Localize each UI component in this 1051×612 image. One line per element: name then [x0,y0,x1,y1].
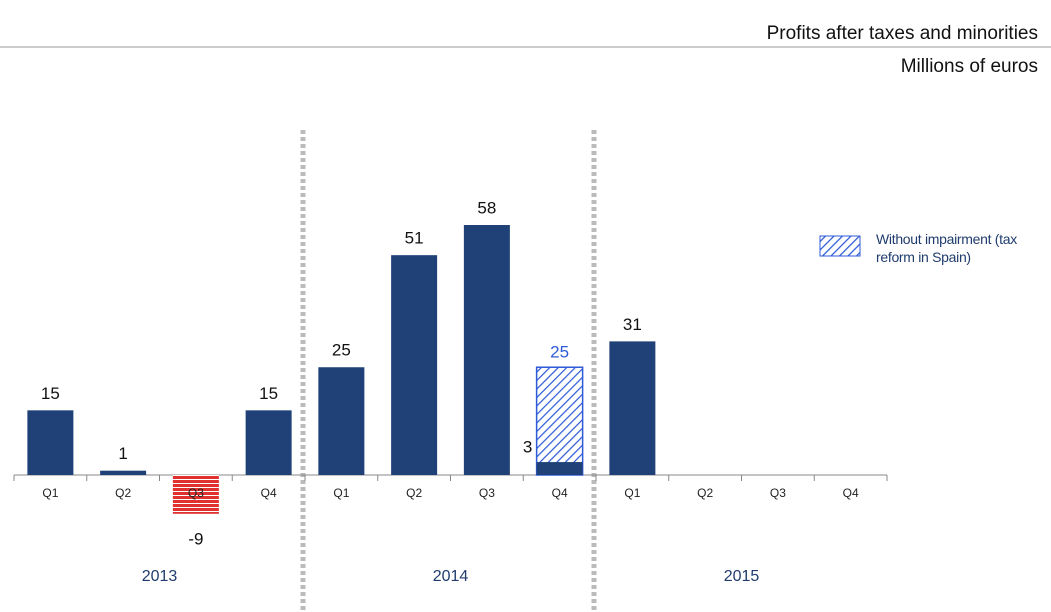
value-label: -9 [188,529,203,548]
value-label: 15 [259,384,278,403]
bar-overlay [535,366,584,476]
value-label: 3 [523,438,532,457]
x-tick-label: Q3 [479,486,495,500]
x-tick-label: Q2 [406,486,422,500]
chart-subtitle: Millions of euros [901,56,1038,77]
x-tick-label: Q2 [697,486,713,500]
value-label: 31 [623,315,642,334]
bar [609,341,656,475]
bar [536,462,583,475]
group-label: 2014 [433,568,469,585]
x-tick-label: Q4 [843,486,859,500]
x-tick-label: Q3 [188,486,204,500]
bar [463,225,510,475]
bar [318,367,365,475]
bar [27,410,74,475]
group-label: 2015 [724,568,760,585]
legend-swatch [819,235,861,257]
chart-title: Profits after taxes and minorities [767,23,1038,44]
x-tick-label: Q1 [624,486,640,500]
value-label: 25 [332,341,351,360]
x-tick-label: Q4 [552,486,568,500]
bar [100,470,147,475]
bar [245,410,292,475]
x-tick-label: Q3 [770,486,786,500]
value-label: 25 [550,343,569,362]
value-label: 15 [41,384,60,403]
group-label: 2013 [142,568,178,585]
x-tick-label: Q4 [261,486,277,500]
x-tick-label: Q1 [42,486,58,500]
bar [172,475,219,514]
value-label: 1 [118,444,127,463]
value-label: 51 [405,229,424,248]
value-label: 58 [477,198,496,217]
x-tick-label: Q2 [115,486,131,500]
legend-label: Without impairment (tax reform in Spain) [876,231,1017,265]
bar [391,255,438,475]
x-tick-label: Q1 [333,486,349,500]
